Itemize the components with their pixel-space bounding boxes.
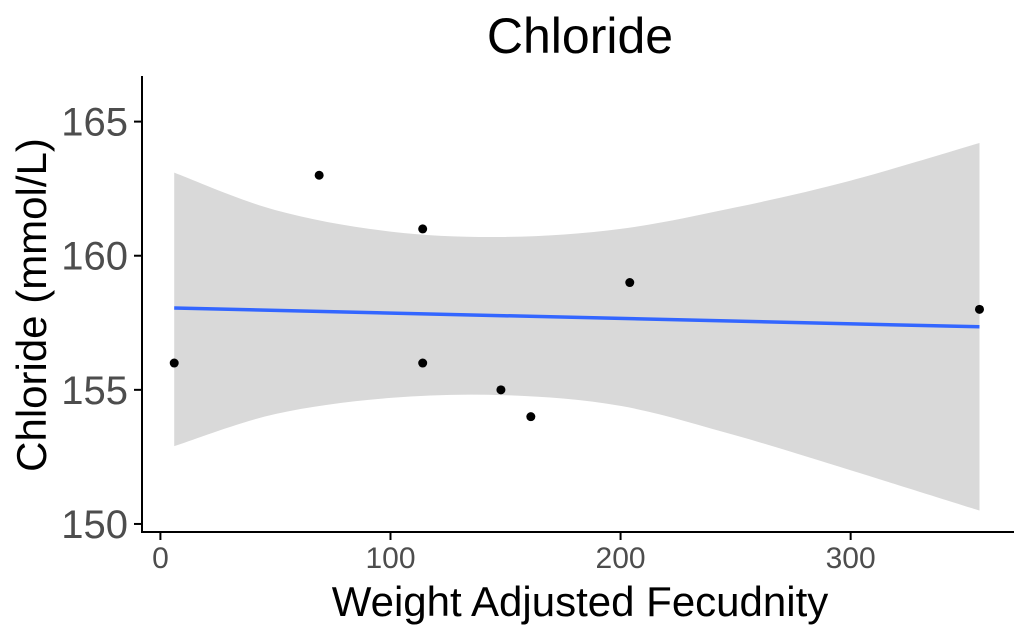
data-point-3 [418, 224, 428, 234]
confidence-band [174, 143, 980, 511]
y-tick-label-165: 165 [61, 101, 128, 145]
x-tick-label-0: 0 [152, 542, 169, 575]
data-point-6 [526, 412, 536, 422]
confidence-band-layer [174, 143, 980, 511]
y-tick-label-150: 150 [61, 503, 128, 547]
y-tick-label-160: 160 [61, 235, 128, 279]
data-point-7 [625, 278, 635, 288]
data-point-4 [418, 358, 428, 368]
data-point-5 [496, 385, 506, 395]
x-tick-label-200: 200 [596, 542, 646, 575]
x-ticks-layer: 0 100 200 300 [152, 532, 876, 575]
x-tick-label-100: 100 [365, 542, 415, 575]
data-points-layer [169, 170, 984, 422]
axes-layer [141, 76, 1014, 533]
y-axis-title: Chloride (mmol/L) [8, 138, 55, 472]
data-point-1 [169, 358, 179, 368]
x-axis-title: Weight Adjusted Fecudnity [332, 578, 829, 625]
fit-line-layer [174, 306, 980, 329]
y-ticks-layer: 150 155 160 165 [61, 101, 142, 547]
data-point-2 [314, 170, 324, 180]
data-point-8 [974, 304, 984, 314]
chart-title: Chloride [487, 8, 673, 64]
fit-line [174, 306, 980, 329]
y-tick-label-155: 155 [61, 369, 128, 413]
x-tick-label-300: 300 [826, 542, 876, 575]
